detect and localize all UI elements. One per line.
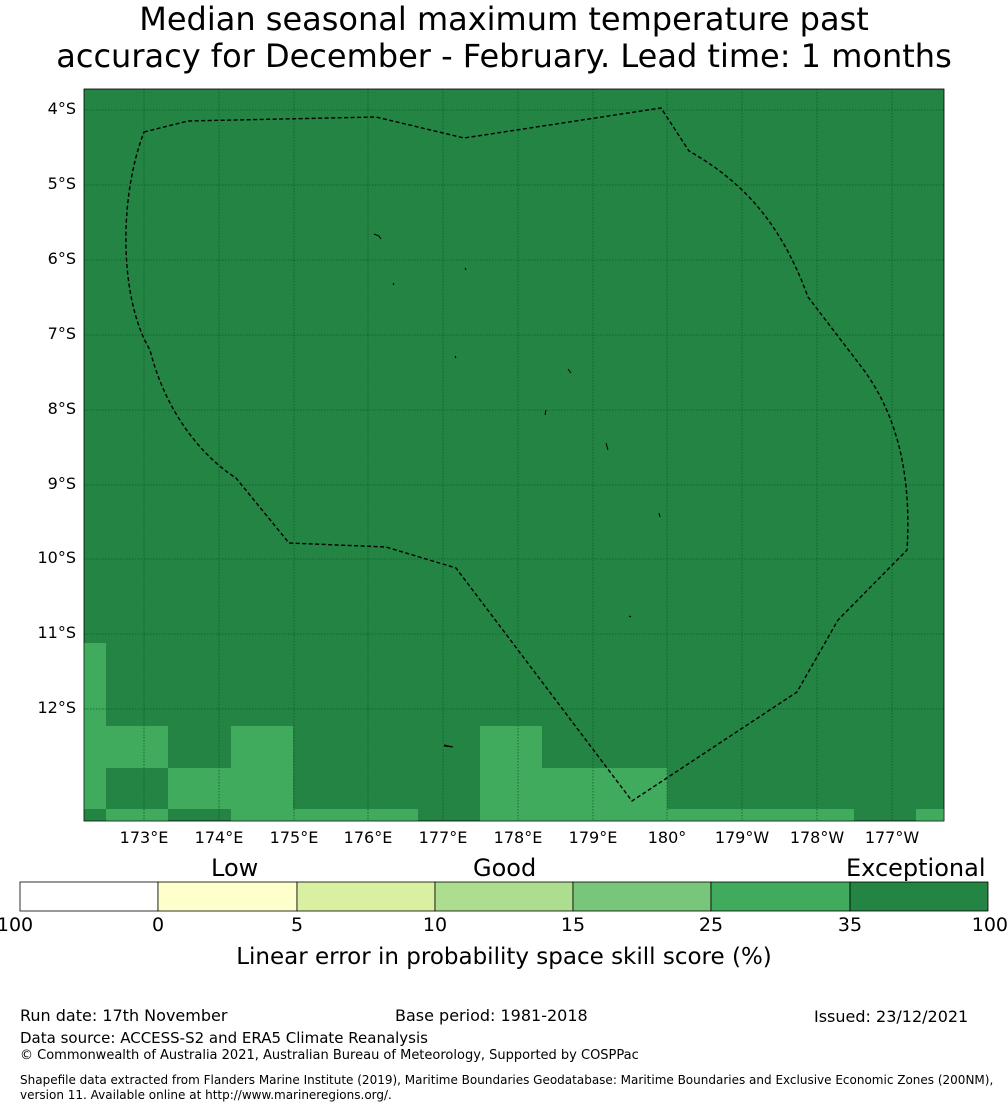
colorbar-tick-label: 0 bbox=[151, 914, 165, 936]
colorbar-tick-label: 35 bbox=[837, 914, 863, 936]
colorbar-tick-label: 5 bbox=[290, 914, 304, 936]
map-background bbox=[83, 88, 945, 822]
island-outline bbox=[454, 355, 457, 359]
colorbar-bin bbox=[434, 881, 574, 912]
score-cell bbox=[168, 768, 231, 809]
score-cells-25-35 bbox=[84, 643, 944, 821]
lon-label: 174°E bbox=[194, 828, 244, 847]
copyright-notice: © Commonwealth of Australia 2021, Austra… bbox=[20, 1048, 639, 1063]
colorbar-title: Linear error in probability space skill … bbox=[236, 944, 772, 970]
colorbar-bin bbox=[157, 881, 298, 912]
lon-label: 175°E bbox=[269, 828, 319, 847]
colorbar-tick-label: 100 bbox=[971, 914, 1008, 936]
lon-label: 179°W bbox=[714, 828, 770, 847]
lat-label: 4°S bbox=[47, 99, 76, 118]
colorbar-bin bbox=[19, 881, 159, 912]
island-outlines bbox=[373, 233, 661, 748]
island-outline bbox=[544, 409, 547, 416]
legend-category-good: Good bbox=[473, 854, 537, 882]
lat-label: 9°S bbox=[47, 474, 76, 493]
lat-label: 11°S bbox=[37, 623, 76, 642]
island-outline bbox=[567, 368, 572, 374]
lon-label: 177°E bbox=[418, 828, 468, 847]
colorbar-bin bbox=[710, 881, 851, 912]
issued-date: Issued: 23/12/2021 bbox=[814, 1007, 969, 1026]
score-cell bbox=[231, 726, 293, 809]
lat-label: 12°S bbox=[37, 698, 76, 717]
lon-label: 180° bbox=[647, 828, 687, 847]
legend-category-exceptional: Exceptional bbox=[846, 854, 986, 882]
score-cell bbox=[480, 726, 542, 821]
score-cell bbox=[542, 768, 667, 821]
score-cell bbox=[106, 809, 168, 821]
lat-label: 6°S bbox=[47, 249, 76, 268]
shapefile-credit-line-1: Shapefile data extracted from Flanders M… bbox=[20, 1073, 994, 1087]
eez-boundary bbox=[125, 107, 909, 802]
island-outline bbox=[658, 512, 661, 518]
colorbar-bin bbox=[849, 881, 989, 912]
lat-label: 7°S bbox=[47, 324, 76, 343]
score-cell bbox=[106, 726, 168, 768]
score-cell bbox=[667, 809, 854, 821]
lon-label: 176°E bbox=[343, 828, 393, 847]
lon-label: 178°W bbox=[789, 828, 845, 847]
colorbar bbox=[19, 881, 989, 912]
colorbar-bin bbox=[296, 881, 436, 912]
score-cell bbox=[231, 809, 293, 821]
score-cell bbox=[293, 809, 418, 821]
colorbar-tick-label: -100 bbox=[0, 914, 34, 936]
lat-label: 8°S bbox=[47, 399, 76, 418]
map-gridlines bbox=[84, 89, 944, 821]
shapefile-credit-line-2: version 11. Available online at http://w… bbox=[20, 1088, 392, 1102]
island-outline bbox=[373, 233, 382, 240]
score-cell bbox=[916, 809, 944, 821]
lat-label: 10°S bbox=[37, 548, 76, 567]
lon-label: 173°E bbox=[119, 828, 169, 847]
island-outline bbox=[628, 615, 632, 618]
island-outline bbox=[605, 442, 609, 451]
base-period: Base period: 1981-2018 bbox=[395, 1006, 588, 1025]
colorbar-tick-label: 15 bbox=[560, 914, 586, 936]
score-cell bbox=[84, 643, 106, 809]
lon-label: 178°E bbox=[493, 828, 543, 847]
island-outline bbox=[392, 282, 395, 286]
score-cell bbox=[84, 809, 106, 821]
map-frame bbox=[83, 88, 945, 822]
page-title-line-2: accuracy for December - February. Lead t… bbox=[56, 37, 952, 75]
legend-category-low: Low bbox=[211, 854, 259, 882]
run-date: Run date: 17th November bbox=[20, 1006, 228, 1025]
lon-label: 177°W bbox=[864, 828, 920, 847]
colorbar-bin bbox=[572, 881, 712, 912]
colorbar-tick-label: 25 bbox=[698, 914, 724, 936]
island-outline bbox=[443, 744, 454, 748]
colorbar-tick-label: 10 bbox=[422, 914, 448, 936]
data-source: Data source: ACCESS-S2 and ERA5 Climate … bbox=[20, 1029, 428, 1047]
lon-label: 179°E bbox=[568, 828, 618, 847]
page-title-line-1: Median seasonal maximum temperature past bbox=[139, 0, 869, 38]
island-outline bbox=[464, 267, 467, 271]
lat-label: 5°S bbox=[47, 174, 76, 193]
